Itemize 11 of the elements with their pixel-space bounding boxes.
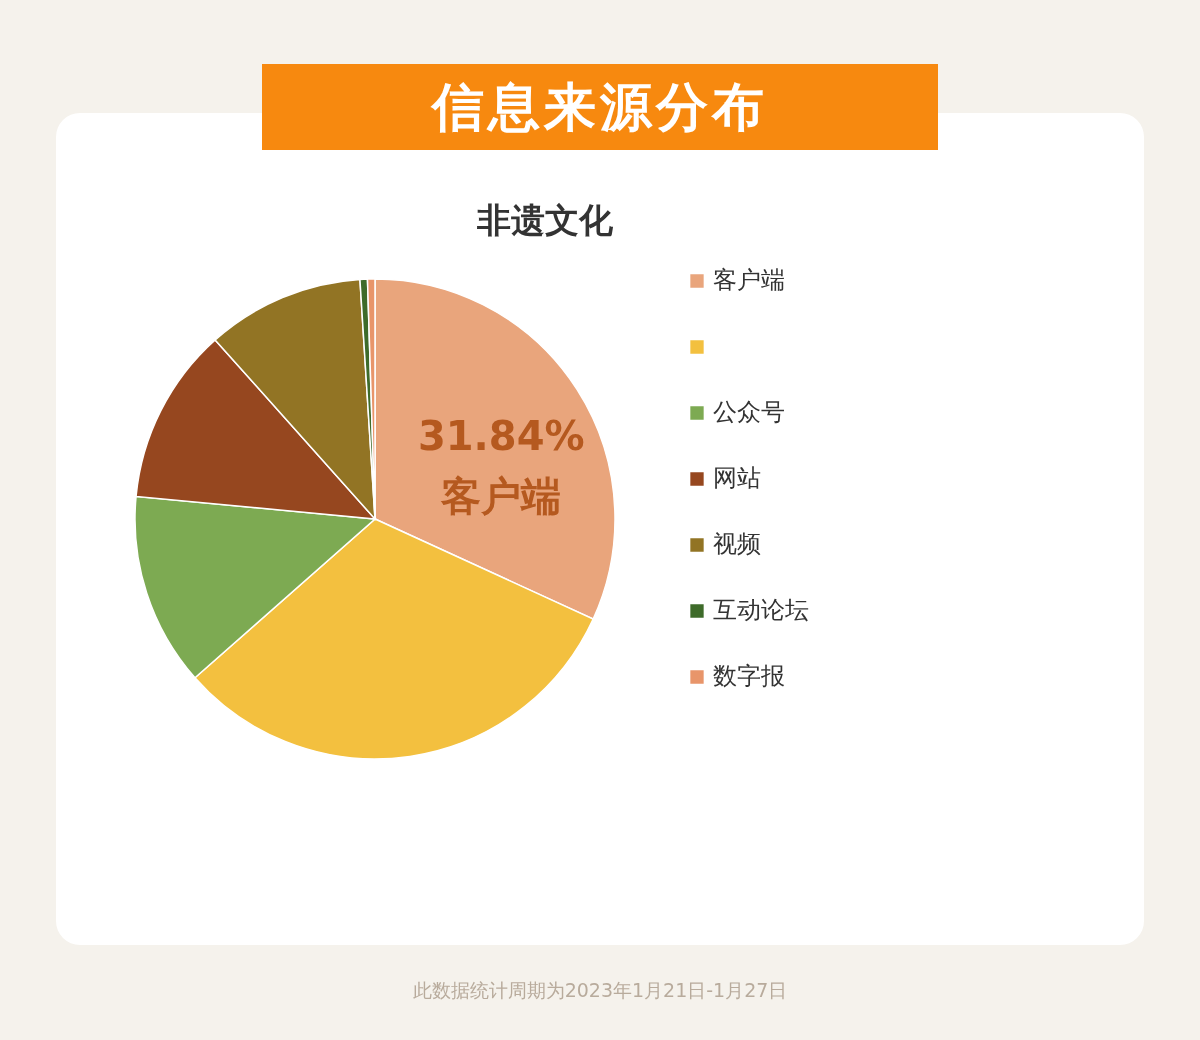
legend-label: 视频 bbox=[713, 530, 761, 558]
legend-label: 网站 bbox=[713, 464, 761, 492]
legend-label: 公众号 bbox=[713, 398, 785, 426]
text: 此数据统计周期为2023年1月21日-1月27日 bbox=[411, 978, 789, 1003]
legend-label: 互动论坛 bbox=[713, 596, 809, 624]
data-label: 31.84% bbox=[417, 412, 585, 459]
legend-label: 客户端 bbox=[713, 266, 785, 294]
chart-title: 信息来源分布 bbox=[262, 64, 938, 150]
slice-label: 客户端 bbox=[440, 472, 562, 519]
chart-subtitle: 非遗文化 bbox=[476, 200, 614, 240]
legend-label: 数字报 bbox=[713, 662, 785, 690]
